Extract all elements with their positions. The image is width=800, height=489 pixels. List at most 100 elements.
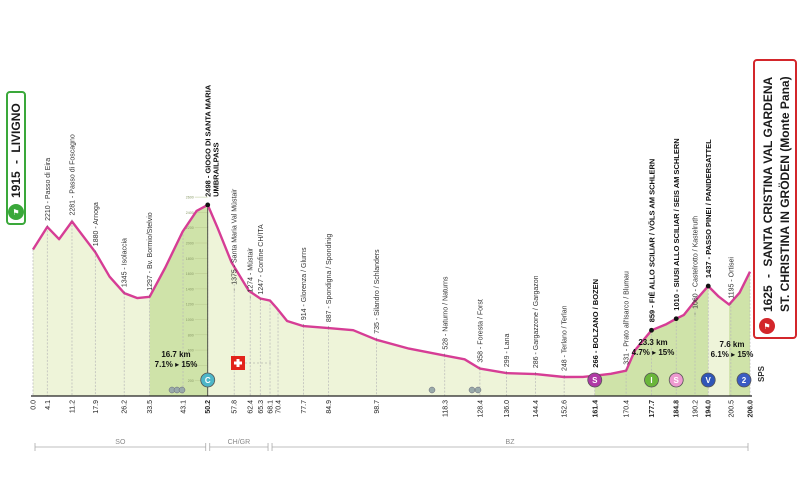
finish-name: SANTA CRISTINA VAL GARDENA — [761, 76, 775, 266]
km-label: 136.0 — [504, 400, 511, 418]
climb-length: 23.3 km — [638, 338, 667, 347]
place-label: 299 - Lana — [504, 334, 511, 368]
climb-category-badge — [736, 372, 752, 388]
climb-area-3 — [729, 271, 750, 396]
place-label: 2281 - Passo di Foscagno — [70, 134, 77, 215]
climb-length: 16.7 km — [161, 350, 190, 359]
summit-dot — [705, 283, 711, 289]
start-badge: ⚑ 1915 - LIVIGNO — [6, 91, 26, 225]
climb-area-1 — [594, 330, 652, 396]
km-label: 206.0 — [748, 400, 755, 418]
km-label: 57.8 — [232, 400, 239, 414]
key-place-label: 2498 - GIOGO DI SANTA MARIA — [204, 84, 213, 197]
swiss-flag-icon — [231, 356, 272, 370]
badge-letter: I — [650, 376, 652, 385]
place-label: 735 - Silandro / Schlanders — [374, 249, 381, 334]
km-label: 65.3 — [258, 400, 265, 414]
badge-letter: C — [205, 376, 211, 385]
badge-letter: S — [592, 376, 598, 385]
finish-name-de: ST. CHRISTINA IN GRÖDEN (Monte Pana) — [777, 76, 792, 312]
km-label: 152.6 — [562, 400, 569, 418]
km-label: 0.0 — [31, 400, 38, 410]
tunnel-icon — [474, 386, 482, 394]
climb-area-0 — [149, 204, 208, 396]
place-label: 286 - Gargazzone / Gargazon — [533, 275, 540, 368]
badge-letter: S — [674, 376, 680, 385]
climb-category-badge — [587, 372, 603, 388]
y-tick-label: 800 — [188, 333, 194, 337]
place-label: 1345 - Isolaccia — [122, 238, 129, 287]
place-label: 1060 - Castelrotto / Kastelruth — [693, 216, 700, 309]
climb-gradient: 7.1% ▸ 15% — [155, 360, 198, 369]
km-label: 17.9 — [93, 400, 100, 414]
y-tick-label: 2400 — [186, 211, 194, 215]
km-label: 194.0 — [706, 400, 713, 418]
region-label: CH/GR — [228, 439, 251, 446]
region-label: SO — [115, 439, 126, 446]
km-label: 170.4 — [624, 400, 631, 418]
place-label: 914 - Glorenza / Glurns — [301, 247, 308, 320]
key-place-label: 266 - BOLZANO / BOZEN — [591, 279, 600, 368]
tunnel-icon — [468, 386, 476, 394]
y-tick-label: 200 — [188, 379, 194, 383]
svg-text:1915 - LIVIGNO: 1915 - LIVIGNO — [9, 103, 23, 198]
place-label: 1297 - Bv. Bormio/Stelvio — [147, 212, 154, 291]
km-label: 184.8 — [674, 400, 681, 418]
y-tick-label: 400 — [188, 364, 194, 368]
climb-category-badge — [700, 372, 716, 388]
y-tick-label: 1000 — [186, 318, 194, 322]
badge-letter: V — [706, 376, 712, 385]
key-place-label: 1010 - SIUSI ALLO SCILIAR / SEIS AM SCHL… — [672, 138, 681, 310]
climb-gradient: 4.7% ▸ 15% — [632, 348, 675, 357]
key-place-label-2: UMBRAILPASS — [212, 142, 221, 196]
start-flag-icon — [8, 204, 24, 220]
svg-text:⚑: ⚑ — [763, 322, 770, 331]
finish-altitude: 1625 — [761, 285, 775, 312]
svg-text:1625 - SANTA C: 1625 - SANTA CRISTINA VAL GARDENA — [761, 76, 775, 312]
place-label: 1880 - Arnoga — [93, 202, 100, 246]
summit-dot — [673, 316, 679, 322]
tunnel-icon — [428, 386, 436, 394]
climb-gradient: 6.1% ▸ 15% — [711, 350, 754, 359]
key-place-label: 859 - FIÈ ALLO SCILIAR / VÖLS AM SCHLERN — [648, 159, 657, 323]
km-label: 33.5 — [147, 400, 154, 414]
km-label: 62.4 — [248, 400, 255, 414]
svg-text:⚑: ⚑ — [12, 208, 19, 217]
summit-dot — [649, 327, 654, 333]
y-tick-label: 1200 — [186, 303, 194, 307]
y-tick-label: 1400 — [186, 287, 194, 291]
km-label: 98.7 — [374, 400, 381, 414]
km-label: 11.2 — [70, 400, 77, 413]
key-place-label: 1437 - PASSO PINEI / PANIDERSATTEL — [704, 139, 713, 278]
climb-length: 7.6 km — [720, 340, 745, 349]
km-label: 190.2 — [693, 400, 700, 418]
climb-category-badge — [644, 372, 659, 388]
km-label: 84.9 — [326, 400, 333, 414]
km-label: 118.3 — [442, 400, 449, 417]
y-tick-label: 2000 — [186, 242, 194, 246]
km-label: 50.2 — [205, 400, 212, 414]
summit-dot — [205, 202, 211, 208]
place-label: 358 - Foresta / Forst — [477, 299, 484, 362]
start-name: LIVIGNO — [9, 103, 23, 152]
climb-category-badge — [668, 372, 684, 388]
place-label: 248 - Terlano / Terlan — [562, 305, 569, 371]
finish-badge: ⚑ 1625 - SANTA CRISTINA VAL GARDENA ST. … — [753, 59, 797, 339]
place-label: 1375 - Santa Maria Val Müstair — [232, 188, 239, 285]
profile-area — [33, 204, 750, 396]
tunnel-icon — [178, 386, 186, 394]
km-label: 128.4 — [477, 400, 484, 418]
place-label: 1274 - Müstair — [248, 247, 255, 292]
km-label: 77.7 — [301, 400, 308, 414]
y-tick-label: 2200 — [186, 226, 194, 230]
start-altitude: 1915 — [9, 171, 23, 198]
y-tick-label: 1600 — [186, 272, 194, 276]
profile-line — [31, 203, 752, 379]
km-label: 177.7 — [649, 400, 656, 418]
km-label: 200.5 — [728, 400, 735, 418]
climb-area-2 — [651, 286, 709, 396]
km-label: 144.4 — [533, 400, 540, 418]
km-label: 4.1 — [45, 400, 52, 410]
